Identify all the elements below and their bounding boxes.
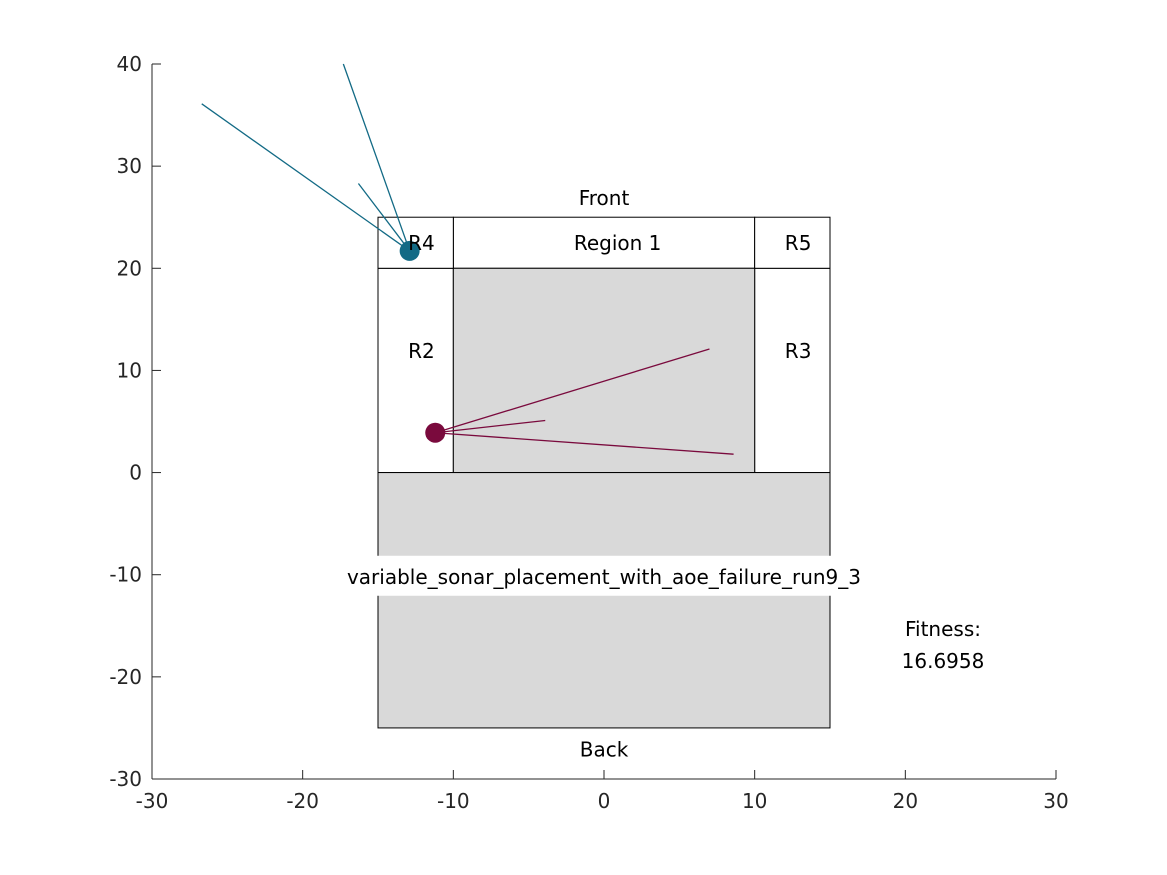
- back-label: Back: [580, 737, 629, 761]
- x-tick-label: 30: [1043, 789, 1068, 813]
- region-label-region1: Region 1: [574, 231, 662, 255]
- axes-layer: -30 -20 -10 0 10 20 30 40 30 20 10 0 -10 -20 -30: [109, 52, 1068, 813]
- x-tick-label: 10: [742, 789, 767, 813]
- sonar-red-beam-3: [435, 432, 734, 455]
- region-label-r4: R4: [408, 231, 435, 255]
- y-tick-label: -20: [109, 665, 142, 689]
- x-tick-label: 20: [893, 789, 918, 813]
- sonar-markers-layer: [399, 240, 446, 443]
- run-title-background: [342, 555, 866, 596]
- x-tick-label: 0: [598, 789, 611, 813]
- sonar-red-beam-2: [435, 419, 546, 434]
- region-r3: [754, 267, 831, 474]
- y-tick-label: 0: [129, 461, 142, 485]
- sonar-red-beam-1: [435, 348, 710, 434]
- y-tick-label: -30: [109, 767, 142, 791]
- run-title: variable_sonar_placement_with_aoe_failur…: [347, 565, 861, 589]
- fitness-value: 16.6958: [902, 649, 985, 673]
- sonar-blue-beam-2: [342, 63, 411, 252]
- y-tick-label: 20: [117, 256, 142, 280]
- region-r2: [377, 267, 454, 474]
- x-tick-label: -10: [437, 789, 470, 813]
- sonar-blue-beam-3: [357, 183, 411, 252]
- sonar-beams-layer: [201, 63, 734, 455]
- region-region1: [452, 216, 756, 269]
- y-tick-label: 10: [117, 358, 142, 382]
- region-r5: [754, 216, 831, 269]
- sonar-red-marker: [425, 422, 446, 443]
- y-tick-label: 30: [117, 154, 142, 178]
- x-tick-label: -30: [136, 789, 169, 813]
- region-r4: [377, 216, 454, 269]
- sonar-blue-marker: [399, 240, 420, 261]
- region-label-r5: R5: [785, 231, 812, 255]
- region-label-r3: R3: [785, 339, 812, 363]
- regions-layer: [377, 216, 831, 729]
- fitness-label: Fitness:: [905, 617, 981, 641]
- region-label-r2: R2: [408, 339, 435, 363]
- y-tick-label: 40: [117, 52, 142, 76]
- region-inner-area: [452, 267, 756, 474]
- front-label: Front: [579, 186, 630, 210]
- labels-layer: Region 1 R2 R3 R4 R5 Front Back variable_sonar_…: [342, 186, 985, 761]
- region-back-area: [377, 472, 831, 729]
- sonar-blue-beam-1: [201, 103, 411, 252]
- x-tick-label: -20: [286, 789, 319, 813]
- y-tick-label: -10: [109, 563, 142, 587]
